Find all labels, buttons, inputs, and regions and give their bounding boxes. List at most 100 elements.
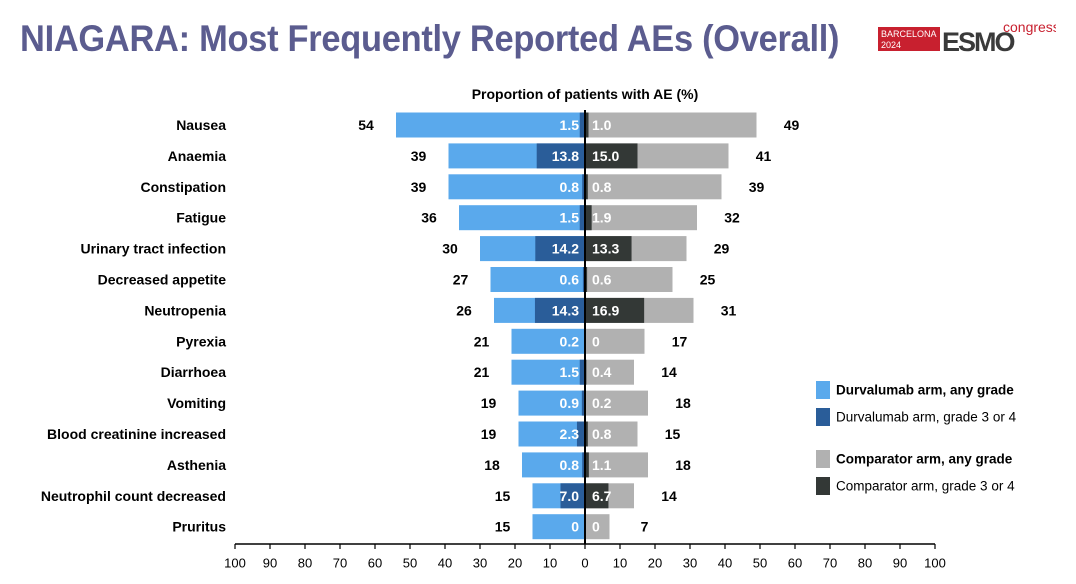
bar-comparator-any-grade	[585, 205, 697, 231]
x-axis-tick-label: 60	[788, 556, 802, 571]
logo-city: BARCELONA	[881, 29, 937, 39]
logo-brand: ESMO	[942, 27, 1015, 57]
bar-durvalumab-any-grade	[459, 205, 585, 231]
data-label-comparator-any-grade: 17	[672, 333, 688, 349]
data-label-comparator-any-grade: 18	[675, 395, 691, 411]
data-label-durvalumab-any-grade: 15	[495, 488, 511, 504]
data-label-durvalumab-grade-3-4: 13.8	[552, 148, 579, 164]
data-label-durvalumab-any-grade: 18	[484, 457, 500, 473]
bar-durvalumab-any-grade	[518, 390, 585, 416]
bar-comparator-grade-3-4	[585, 483, 609, 509]
x-axis-tick-label: 10	[613, 556, 627, 571]
x-axis-tick-label: 30	[473, 556, 487, 571]
x-axis-tick-label: 10	[543, 556, 557, 571]
bar-comparator-any-grade	[585, 421, 638, 447]
data-label-comparator-grade-3-4: 1.1	[592, 457, 612, 473]
data-label-comparator-grade-3-4: 1.0	[592, 117, 612, 133]
data-label-comparator-grade-3-4: 16.9	[592, 302, 619, 318]
data-label-durvalumab-any-grade: 39	[411, 179, 427, 195]
bar-comparator-grade-3-4	[585, 236, 632, 262]
x-axis-tick-label: 40	[718, 556, 732, 571]
category-label: Blood creatinine increased	[47, 426, 226, 442]
x-axis-tick-label: 80	[298, 556, 312, 571]
bar-durvalumab-grade-3-4	[582, 452, 585, 478]
bar-durvalumab-grade-3-4	[579, 359, 585, 385]
data-label-durvalumab-grade-3-4: 0.6	[560, 272, 580, 288]
data-label-comparator-any-grade: 14	[661, 488, 677, 504]
bar-comparator-grade-3-4	[585, 297, 645, 323]
x-axis-tick-label: 50	[753, 556, 767, 571]
data-label-comparator-any-grade: 25	[700, 272, 716, 288]
x-axis-tick-label: 50	[403, 556, 417, 571]
x-axis-tick-label: 100	[924, 556, 946, 571]
data-label-comparator-any-grade: 18	[675, 457, 691, 473]
bar-comparator-grade-3-4	[585, 205, 592, 231]
x-axis-tick-label: 100	[224, 556, 246, 571]
legend-swatch	[816, 381, 830, 399]
data-label-durvalumab-any-grade: 39	[411, 148, 427, 164]
bar-comparator-any-grade	[585, 390, 648, 416]
data-label-comparator-grade-3-4: 0.8	[592, 179, 612, 195]
x-axis-tick-label: 90	[893, 556, 907, 571]
category-label: Vomiting	[167, 395, 226, 411]
esmo-congress-logo: BARCELONA 2024 ESMO congress	[878, 19, 1056, 57]
bar-comparator-any-grade	[585, 112, 757, 138]
data-label-comparator-grade-3-4: 0.4	[592, 364, 612, 380]
logo-suffix: congress	[1003, 19, 1056, 35]
data-label-durvalumab-grade-3-4: 14.2	[552, 241, 579, 257]
data-label-durvalumab-any-grade: 21	[474, 333, 490, 349]
bar-durvalumab-any-grade	[532, 514, 585, 540]
bar-comparator-grade-3-4	[585, 174, 588, 200]
bar-durvalumab-grade-3-4	[536, 143, 585, 169]
bar-durvalumab-any-grade	[522, 452, 585, 478]
bar-comparator-any-grade	[585, 328, 645, 354]
bar-comparator-grade-3-4	[585, 421, 588, 447]
bar-durvalumab-grade-3-4	[560, 483, 585, 509]
bar-durvalumab-any-grade	[518, 421, 585, 447]
x-axis-tick-label: 20	[508, 556, 522, 571]
data-label-durvalumab-any-grade: 36	[421, 210, 437, 226]
data-label-comparator-any-grade: 15	[665, 426, 681, 442]
x-axis-tick-label: 60	[368, 556, 382, 571]
legend-swatch	[816, 450, 830, 468]
data-label-comparator-grade-3-4: 0.2	[592, 395, 612, 411]
data-label-comparator-grade-3-4: 6.7	[592, 488, 612, 504]
category-label: Pyrexia	[176, 333, 226, 349]
bar-comparator-any-grade	[585, 174, 722, 200]
data-label-durvalumab-grade-3-4: 0.8	[560, 457, 580, 473]
category-label: Neutropenia	[144, 302, 226, 318]
bar-comparator-any-grade	[585, 514, 610, 540]
x-axis-tick-label: 70	[823, 556, 837, 571]
bar-comparator-grade-3-4	[585, 452, 589, 478]
data-label-durvalumab-grade-3-4: 1.5	[560, 117, 580, 133]
bar-comparator-grade-3-4	[585, 143, 638, 169]
legend-label: Comparator arm, any grade	[836, 452, 1013, 467]
data-label-durvalumab-grade-3-4: 7.0	[560, 488, 580, 504]
category-label: Neutrophil count decreased	[41, 488, 226, 504]
bar-durvalumab-grade-3-4	[581, 390, 585, 416]
x-axis-tick-label: 70	[333, 556, 347, 571]
data-label-comparator-any-grade: 7	[641, 519, 649, 535]
data-label-durvalumab-grade-3-4: 0.2	[560, 333, 580, 349]
legend-label: Comparator arm, grade 3 or 4	[836, 479, 1015, 494]
slide-title: NIAGARA: Most Frequently Reported AEs (O…	[20, 18, 840, 59]
bar-durvalumab-any-grade	[511, 328, 585, 354]
data-label-comparator-any-grade: 39	[749, 179, 765, 195]
data-label-comparator-grade-3-4: 15.0	[592, 148, 619, 164]
legend-swatch	[816, 477, 830, 495]
data-label-durvalumab-any-grade: 15	[495, 519, 511, 535]
category-label: Nausea	[176, 117, 226, 133]
category-label: Constipation	[140, 179, 226, 195]
x-axis-tick-label: 90	[263, 556, 277, 571]
data-label-durvalumab-grade-3-4: 14.3	[552, 302, 579, 318]
data-label-comparator-grade-3-4: 0	[592, 519, 600, 535]
x-axis-tick-label: 80	[858, 556, 872, 571]
data-label-comparator-any-grade: 49	[784, 117, 800, 133]
data-label-comparator-grade-3-4: 0.6	[592, 272, 612, 288]
data-label-durvalumab-any-grade: 21	[474, 364, 490, 380]
data-label-durvalumab-grade-3-4: 1.5	[560, 364, 580, 380]
data-label-comparator-any-grade: 32	[724, 210, 740, 226]
category-label: Fatigue	[176, 210, 226, 226]
bar-durvalumab-grade-3-4	[576, 421, 585, 447]
